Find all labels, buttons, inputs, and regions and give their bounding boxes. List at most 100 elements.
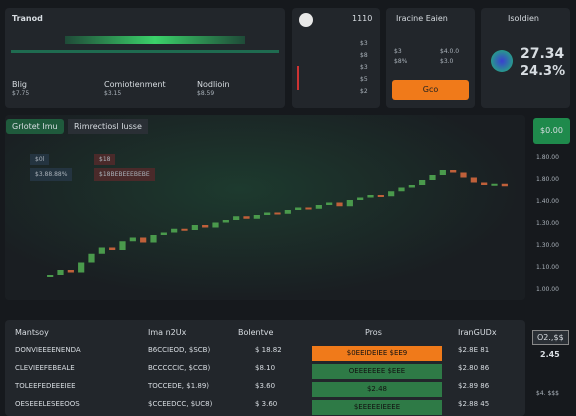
candle bbox=[160, 232, 167, 235]
cell: OESEEELESEEOOS bbox=[15, 400, 80, 408]
cell: BCCCCCIC, $CCB) bbox=[148, 364, 211, 372]
cell: $8.10 bbox=[255, 364, 276, 372]
cell: B6CCIEOD, $SCB) bbox=[148, 346, 211, 354]
box-value: 2.45 bbox=[540, 350, 560, 359]
candle bbox=[212, 222, 219, 228]
candle bbox=[388, 191, 395, 197]
amount: 27.34 bbox=[520, 46, 565, 62]
button[interactable]: $0.00 bbox=[533, 118, 570, 144]
cell: TOCCEDE, $1.89) bbox=[148, 382, 210, 390]
candle bbox=[439, 170, 446, 175]
candle bbox=[450, 170, 457, 173]
cell: OEEEEEEE $EEE bbox=[312, 364, 442, 379]
cell: $CCEEDCC, $UC8) bbox=[148, 400, 213, 408]
candle bbox=[491, 183, 498, 186]
price-label: 1.30.00 bbox=[536, 220, 559, 227]
candle bbox=[326, 202, 333, 205]
stat-value: $3.15 bbox=[104, 90, 122, 97]
watch-item: $5 bbox=[360, 76, 368, 83]
progress bbox=[11, 50, 279, 53]
candle bbox=[367, 195, 374, 198]
title: Tranod bbox=[12, 14, 43, 23]
watch-item: $2 bbox=[360, 88, 368, 95]
candle bbox=[419, 180, 426, 185]
candle bbox=[336, 202, 343, 207]
tab[interactable]: Rimrectiosl Iusse bbox=[68, 119, 148, 134]
price-label: 1.30.00 bbox=[536, 242, 559, 249]
candle bbox=[305, 207, 312, 210]
market-panel bbox=[5, 8, 285, 108]
candle bbox=[233, 216, 240, 220]
cell: $2.8E 81 bbox=[458, 346, 490, 354]
candle bbox=[202, 225, 209, 228]
candle bbox=[222, 220, 229, 223]
stat-label: Blig bbox=[12, 80, 28, 89]
cell: $ 18.82 bbox=[255, 346, 282, 354]
stat-value: $7.75 bbox=[12, 90, 30, 97]
change: 24.3% bbox=[520, 64, 566, 79]
candle bbox=[47, 275, 54, 277]
watch-item: $3 bbox=[360, 64, 368, 71]
candle bbox=[470, 177, 477, 183]
candle bbox=[284, 210, 291, 214]
button[interactable]: Gco bbox=[392, 80, 469, 100]
cell: $EEEEEIEEEE bbox=[312, 400, 442, 415]
icon bbox=[299, 13, 313, 27]
candle bbox=[346, 200, 353, 207]
column-header: Pros bbox=[365, 328, 382, 337]
cell: $2.48 bbox=[312, 382, 442, 397]
candle bbox=[357, 197, 364, 200]
tab[interactable]: Grlotet Imu bbox=[6, 119, 64, 134]
candle bbox=[140, 237, 147, 243]
candle bbox=[274, 212, 281, 215]
cell: $2.80 86 bbox=[458, 364, 490, 372]
cell: $0EEIDEIEE $EE9 bbox=[312, 346, 442, 361]
title: 1110 bbox=[352, 14, 373, 23]
column-header: Bolentve bbox=[238, 328, 274, 337]
candle bbox=[264, 212, 271, 215]
marker bbox=[297, 66, 299, 90]
tooltip: $18 bbox=[94, 154, 116, 165]
candle bbox=[253, 215, 260, 219]
candle bbox=[501, 183, 508, 187]
candle bbox=[377, 195, 384, 197]
candle bbox=[408, 185, 415, 188]
cell: $2.89 86 bbox=[458, 382, 490, 390]
candle bbox=[67, 270, 74, 273]
tooltip: $0l bbox=[30, 154, 50, 165]
candle bbox=[57, 270, 64, 275]
candle bbox=[88, 253, 95, 263]
candle bbox=[129, 237, 136, 242]
candle bbox=[119, 241, 126, 250]
column-header: Mantsoy bbox=[15, 328, 49, 337]
candle bbox=[191, 225, 198, 230]
watch-item: $8 bbox=[360, 52, 368, 59]
price-label: 1.40.00 bbox=[536, 198, 559, 205]
stat-label: Nodlioin bbox=[197, 80, 230, 89]
price-label: 1.80.00 bbox=[536, 154, 559, 161]
cell: CLEVIEEFEBEALE bbox=[15, 364, 75, 372]
price-label: 1.80.00 bbox=[536, 176, 559, 183]
cell: $ 3.60 bbox=[255, 400, 278, 408]
tooltip: $18BEBEEEBEBE bbox=[94, 168, 155, 181]
candle bbox=[460, 172, 467, 178]
cell: DONVIEEEENENDA bbox=[15, 346, 81, 354]
candle bbox=[295, 207, 302, 210]
value: $3.0 bbox=[440, 58, 454, 65]
watch-item: $3 bbox=[360, 40, 368, 47]
candle bbox=[181, 228, 188, 231]
value: $3 bbox=[394, 48, 402, 55]
cell: TOLEEFEDEEEIEE bbox=[15, 382, 76, 390]
candle bbox=[98, 247, 105, 254]
box: O2.,$$ bbox=[532, 330, 569, 345]
value: $8% bbox=[394, 58, 408, 65]
stat-value: $8.59 bbox=[197, 90, 215, 97]
candle bbox=[109, 247, 116, 250]
candle bbox=[150, 235, 157, 243]
balance-panel bbox=[481, 8, 570, 108]
chart-panel bbox=[5, 115, 525, 300]
icon bbox=[491, 50, 513, 72]
stat-label: Comiotienment bbox=[104, 80, 166, 89]
